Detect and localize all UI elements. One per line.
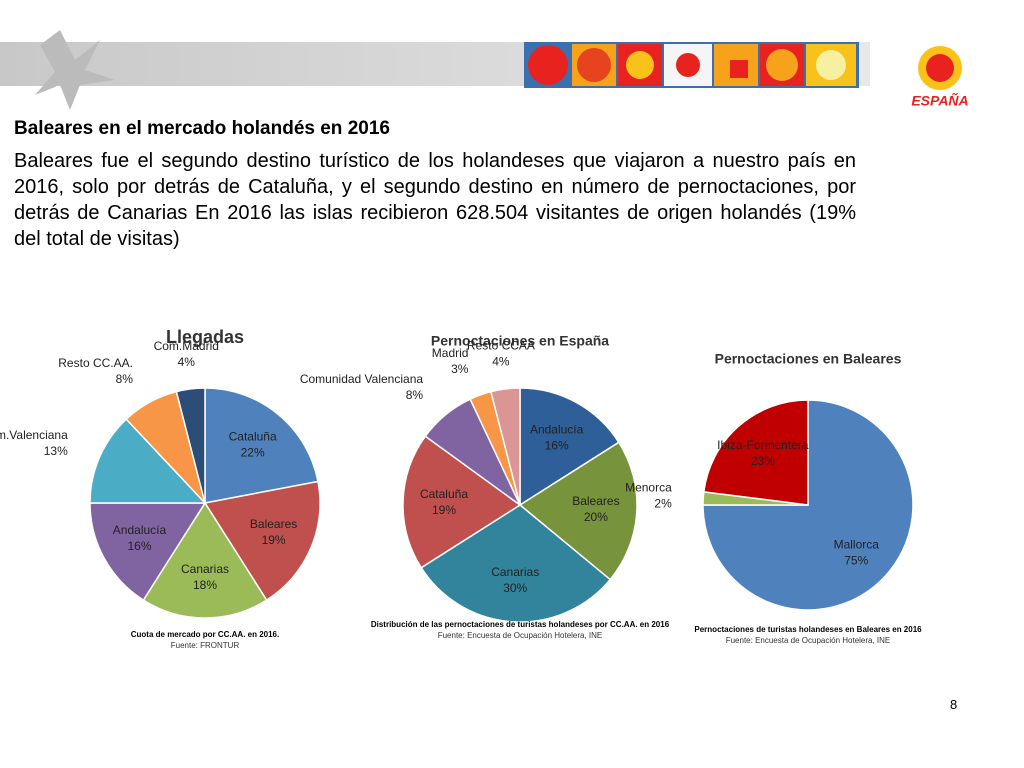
chart-source: Fuente: Encuesta de Ocupación Hotelera, … [726, 636, 891, 645]
pie-slice [489, 387, 521, 506]
slice-value-label: 23% [751, 454, 775, 468]
banner: ESPAÑA [0, 30, 969, 110]
slice-value-label: 8% [406, 388, 424, 402]
chart-caption: Pernoctaciones de turistas holandeses en… [694, 625, 922, 634]
chart-title: Llegadas [166, 327, 244, 347]
slice-value-label: 20% [584, 510, 608, 524]
banner-star [35, 30, 115, 110]
pie-slice [518, 441, 638, 581]
logo-sun-core [926, 54, 954, 82]
pie-slice [702, 399, 809, 506]
charts: Llegadas Cataluña 22% Baleares 19% Canarias 18… [0, 327, 922, 650]
slice-label: Resto CCAA [467, 338, 535, 352]
slice-label: Mallorca [834, 537, 880, 551]
chart-caption: Cuota de mercado por CC.AA. en 2016. [131, 630, 279, 639]
pie-slice [142, 501, 268, 619]
chart-source: Fuente: Encuesta de Ocupación Hotelera, … [438, 631, 603, 640]
slice-label: Comunidad Valenciana [300, 372, 424, 386]
chart-caption: Distribución de las pernoctaciones de tu… [371, 620, 670, 629]
slice-value-label: 18% [193, 578, 217, 592]
slice-label: Com.Madrid [154, 339, 219, 353]
slice-value-label: 19% [262, 533, 286, 547]
page-number: 8 [950, 697, 958, 712]
slice-label: Baleares [572, 494, 619, 508]
slice-label: Madrid [432, 346, 469, 360]
logo-text: ESPAÑA [911, 92, 968, 109]
slice-label: Resto CC.AA. [58, 356, 133, 370]
chart-title: Pernoctaciones en Baleares [715, 351, 902, 367]
slice-label: Andalucía [113, 523, 167, 537]
slice-value-label: 4% [178, 355, 196, 369]
slide-title: Baleares en el mercado holandés en 2016 [14, 118, 390, 139]
slice-value-label: 4% [492, 354, 510, 368]
slice-label: Baleares [250, 517, 297, 531]
slice-value-label: 2% [654, 497, 672, 511]
slice-label: Ibiza-Formentera [717, 438, 809, 452]
pie-slice [175, 387, 206, 504]
slice-value-label: 16% [127, 539, 151, 553]
slice-value-label: 8% [116, 372, 134, 386]
slice-label: Cataluña [420, 487, 468, 501]
pie-slice [702, 399, 914, 611]
banner-tiles [524, 42, 859, 88]
pie-slice [204, 387, 319, 504]
slice-label: Cataluña [229, 430, 277, 444]
slice-label: Canarias [491, 565, 539, 579]
slice-label: Canarias [181, 562, 229, 576]
chart-title: Pernoctaciones en España [431, 333, 609, 349]
pie-slice [203, 480, 321, 602]
slice-value-label: 19% [432, 503, 456, 517]
pie-slice [420, 504, 612, 623]
slice-label: Menorca [625, 481, 672, 495]
slice-value-label: 22% [241, 446, 265, 460]
pie-slice [89, 418, 207, 504]
slice-label: Com.Valenciana [0, 428, 68, 442]
pie-slice [402, 435, 522, 569]
chart-source: Fuente: FRONTUR [171, 641, 240, 650]
slice-label: Andalucía [530, 423, 584, 437]
slice-value-label: 3% [451, 362, 469, 376]
pie-slice [519, 387, 620, 507]
slide-text: Baleares fue el segundo destino turístic… [14, 150, 856, 250]
pie-slice [89, 502, 207, 602]
slice-value-label: 16% [545, 439, 569, 453]
slice-value-label: 13% [44, 444, 68, 458]
slice-value-label: 30% [503, 581, 527, 595]
slice-value-label: 75% [844, 553, 868, 567]
